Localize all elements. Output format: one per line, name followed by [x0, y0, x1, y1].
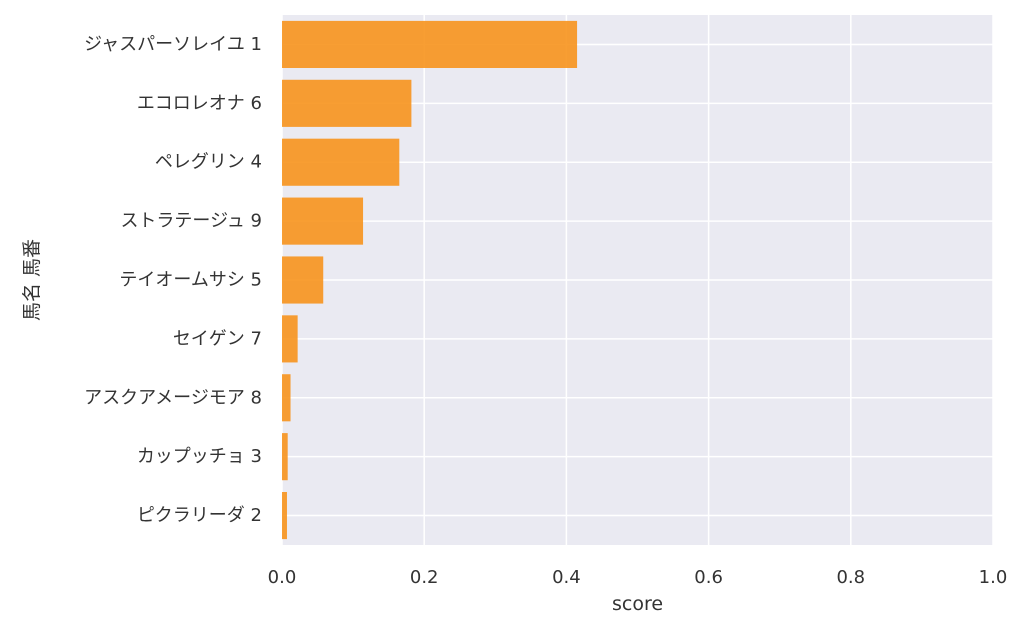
y-tick-label: セイゲン 7	[173, 328, 262, 349]
bar	[282, 79, 412, 127]
x-tick-label: 0.8	[836, 567, 865, 588]
y-tick-label: テイオームサシ 5	[119, 270, 262, 291]
bar	[282, 256, 324, 304]
y-tick-label: ジャスパーソレイユ 1	[84, 34, 262, 55]
y-tick-labels: ジャスパーソレイユ 1 エコロレオナ 6 ペレグリン 4 ストラテージュ 9 テイオーム…	[84, 34, 262, 526]
bar	[282, 138, 400, 186]
x-axis-title: score	[612, 593, 663, 615]
y-tick-label: ストラテージュ 9	[120, 211, 262, 232]
bar	[282, 20, 578, 68]
y-tick-label: カップッチョ 3	[137, 446, 262, 467]
bar	[282, 492, 287, 540]
y-axis-title: 馬名 馬番	[21, 239, 43, 321]
x-tick-label: 0.4	[552, 567, 581, 588]
bar	[282, 197, 364, 245]
bar	[282, 433, 288, 481]
x-tick-labels: 0.0 0.2 0.4 0.6 0.8 1.0	[268, 567, 1008, 588]
bar	[282, 315, 298, 363]
x-tick-label: 1.0	[979, 567, 1008, 588]
y-tick-label: ピクラリーダ 2	[137, 505, 262, 526]
bar	[282, 374, 291, 422]
y-tick-label: アスクアメージモア 8	[84, 387, 262, 408]
y-tick-label: ペレグリン 4	[155, 152, 262, 173]
bars	[282, 20, 578, 540]
x-tick-label: 0.2	[410, 567, 439, 588]
x-tick-label: 0.6	[694, 567, 723, 588]
y-tick-label: エコロレオナ 6	[137, 93, 262, 114]
x-tick-label: 0.0	[268, 567, 297, 588]
